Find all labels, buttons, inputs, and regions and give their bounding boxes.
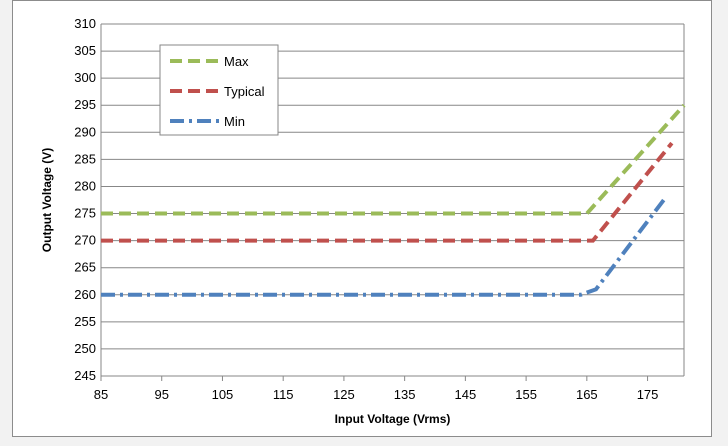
x-tick-label: 125 (333, 387, 355, 402)
legend-label-typical: Typical (224, 84, 265, 99)
y-tick-label: 270 (74, 233, 96, 248)
y-tick-label: 285 (74, 151, 96, 166)
x-tick-label: 135 (394, 387, 416, 402)
x-tick-label: 115 (273, 387, 294, 402)
y-tick-label: 260 (74, 287, 96, 302)
x-tick-label: 155 (515, 387, 537, 402)
y-tick-label: 245 (74, 368, 96, 383)
y-tick-label: 300 (74, 70, 96, 85)
x-tick-label: 175 (637, 387, 659, 402)
series-line-max (101, 103, 686, 216)
legend-label-min: Min (224, 114, 245, 129)
y-axis-title: Output Voltage (V) (40, 148, 54, 252)
x-tick-label: 145 (455, 387, 477, 402)
y-tick-label: 250 (74, 341, 96, 356)
chart-area: 245 250 255 260 265 270 275 280 285 290 295 300 305 3… (12, 0, 712, 437)
series-line-min (101, 196, 668, 297)
line-chart: 245 250 255 260 265 270 275 280 285 290 295 300 305 3… (40, 16, 686, 426)
x-tick-label: 85 (94, 387, 108, 402)
y-tick-label: 290 (74, 124, 96, 139)
y-tick-label: 305 (74, 43, 96, 58)
x-axis-title: Input Voltage (Vrms) (335, 412, 451, 426)
y-tick-label: 255 (74, 314, 96, 329)
y-tick-label: 295 (74, 97, 96, 112)
y-tick-label: 280 (74, 178, 96, 193)
legend-label-max: Max (224, 54, 249, 69)
x-tick-label: 165 (576, 387, 598, 402)
x-tick-label: 95 (154, 387, 168, 402)
x-tick-label: 105 (212, 387, 234, 402)
y-tick-label: 275 (74, 206, 96, 221)
y-tick-label: 310 (74, 16, 96, 31)
y-tick-label: 265 (74, 260, 96, 275)
series-line-typical (101, 141, 674, 243)
